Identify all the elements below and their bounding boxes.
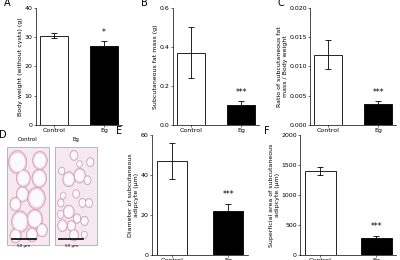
Bar: [361, 238, 392, 255]
Circle shape: [16, 186, 29, 202]
Circle shape: [18, 188, 28, 200]
Circle shape: [60, 192, 66, 199]
Bar: [177, 53, 205, 125]
Circle shape: [82, 232, 87, 238]
Text: A: A: [4, 0, 10, 8]
Bar: [227, 105, 255, 125]
Circle shape: [57, 210, 64, 218]
Circle shape: [58, 199, 64, 207]
Circle shape: [81, 216, 88, 226]
Circle shape: [67, 220, 76, 231]
Bar: [305, 171, 336, 255]
Circle shape: [28, 229, 36, 240]
Bar: [156, 161, 187, 255]
Circle shape: [33, 171, 45, 186]
Circle shape: [58, 219, 67, 232]
Bar: [90, 46, 118, 125]
Y-axis label: Ratio of subcutaneous fat
mass / Body weight: Ratio of subcutaneous fat mass / Body we…: [276, 26, 288, 107]
Circle shape: [74, 215, 80, 222]
Circle shape: [63, 205, 74, 219]
Circle shape: [82, 231, 87, 238]
Circle shape: [28, 211, 41, 227]
Circle shape: [71, 151, 77, 159]
Text: B: B: [140, 0, 147, 8]
Circle shape: [86, 158, 94, 167]
Circle shape: [38, 225, 46, 236]
Circle shape: [8, 151, 27, 174]
Text: C: C: [278, 0, 284, 8]
Circle shape: [11, 199, 20, 210]
Circle shape: [11, 230, 20, 242]
Circle shape: [10, 197, 21, 211]
Text: ***: ***: [235, 88, 247, 97]
Circle shape: [82, 217, 88, 225]
Circle shape: [34, 153, 46, 168]
Circle shape: [61, 193, 66, 198]
Bar: [213, 211, 244, 255]
Circle shape: [63, 172, 75, 187]
Circle shape: [69, 230, 78, 241]
Circle shape: [11, 211, 29, 232]
Y-axis label: Diameter of subcutaneous
adipcyte (μm): Diameter of subcutaneous adipcyte (μm): [128, 153, 140, 237]
Circle shape: [85, 198, 93, 208]
Circle shape: [32, 169, 47, 187]
Circle shape: [73, 214, 81, 223]
Circle shape: [74, 168, 86, 183]
Circle shape: [28, 187, 46, 209]
Circle shape: [77, 161, 82, 167]
Text: ***: ***: [372, 88, 384, 97]
Circle shape: [58, 200, 63, 206]
Circle shape: [58, 221, 66, 230]
Circle shape: [27, 209, 43, 229]
Bar: [364, 104, 392, 125]
Circle shape: [86, 199, 92, 207]
Circle shape: [18, 171, 29, 185]
Circle shape: [80, 199, 85, 206]
Y-axis label: Superficial area of subcutaneous
adipcyte (μm): Superficial area of subcutaneous adipcyt…: [269, 143, 280, 247]
Circle shape: [58, 211, 63, 218]
Circle shape: [68, 222, 75, 230]
Circle shape: [70, 231, 78, 240]
Text: 50 μm: 50 μm: [65, 244, 78, 248]
Bar: [40, 36, 68, 125]
Circle shape: [73, 190, 80, 198]
Text: ***: ***: [222, 190, 234, 199]
Text: F: F: [264, 126, 270, 136]
Circle shape: [37, 224, 48, 237]
Circle shape: [85, 177, 90, 184]
Circle shape: [79, 198, 86, 207]
Text: Eg: Eg: [72, 137, 79, 142]
Circle shape: [26, 228, 38, 242]
FancyBboxPatch shape: [7, 147, 49, 245]
Circle shape: [30, 189, 44, 207]
Circle shape: [10, 153, 25, 172]
Circle shape: [70, 150, 78, 160]
Text: *: *: [102, 28, 106, 37]
Text: E: E: [116, 126, 122, 136]
Text: D: D: [0, 131, 7, 140]
Circle shape: [64, 173, 74, 185]
Bar: [314, 55, 342, 125]
Circle shape: [74, 191, 79, 197]
Text: ***: ***: [370, 222, 382, 231]
Circle shape: [32, 151, 47, 170]
FancyBboxPatch shape: [55, 147, 97, 245]
Circle shape: [16, 170, 30, 187]
Circle shape: [10, 229, 21, 243]
Circle shape: [77, 161, 82, 167]
Circle shape: [64, 206, 73, 217]
Text: 50 μm: 50 μm: [17, 244, 30, 248]
Circle shape: [75, 170, 84, 182]
Circle shape: [13, 213, 27, 230]
Circle shape: [84, 176, 91, 185]
Circle shape: [59, 168, 64, 174]
Circle shape: [58, 167, 65, 175]
Circle shape: [87, 159, 93, 166]
Y-axis label: Body weight (without cysts) (g): Body weight (without cysts) (g): [18, 17, 23, 116]
Y-axis label: Subcutaneous fat mass (g): Subcutaneous fat mass (g): [154, 24, 158, 109]
Text: Control: Control: [18, 137, 38, 142]
